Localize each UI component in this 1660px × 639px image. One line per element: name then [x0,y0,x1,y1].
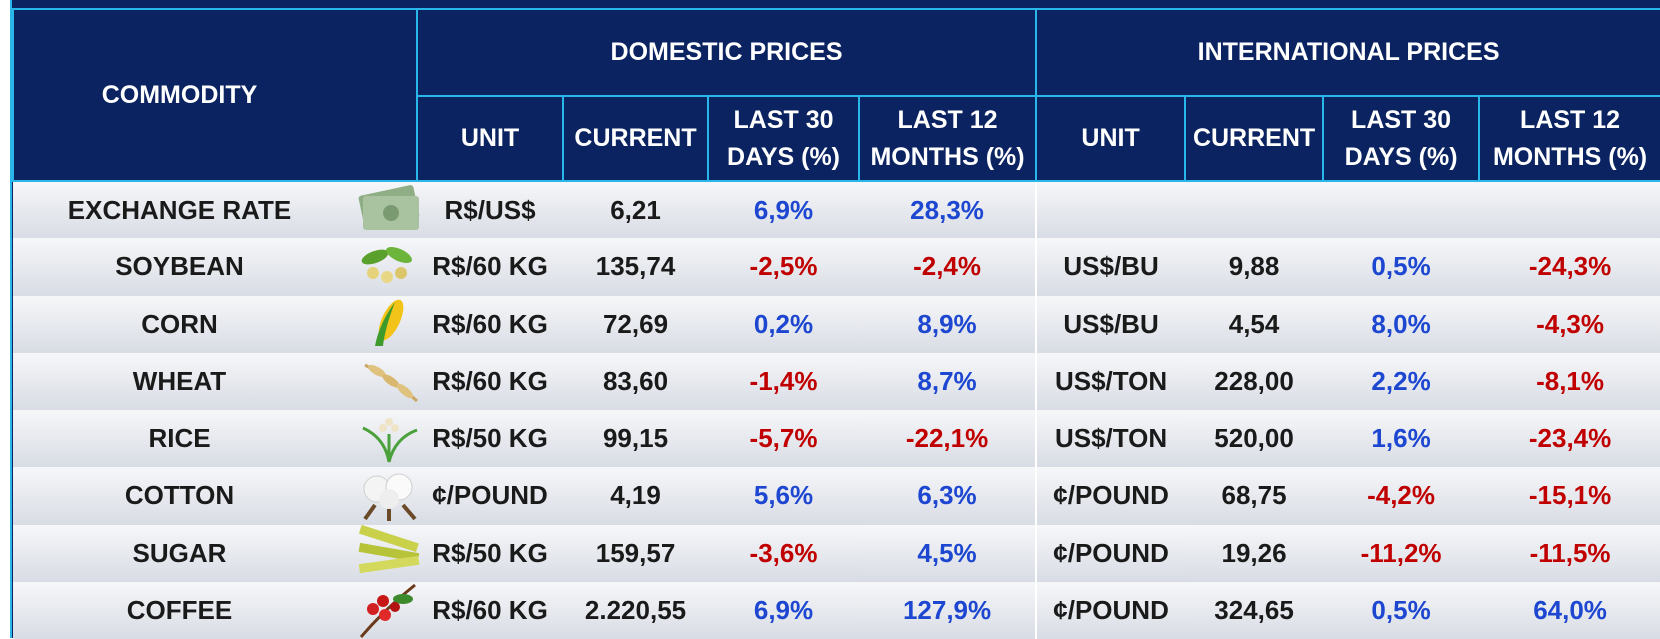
change-cell: 6,9% [708,181,859,238]
change-cell [1323,181,1479,238]
change-cell: -24,3% [1479,238,1660,295]
unit-cell: US$/TON [1036,410,1185,467]
change-cell: 2,2% [1323,353,1479,410]
commodity-name: RICE [13,410,346,467]
commodity-name: SOYBEAN [13,238,346,295]
column-header: UNIT [417,96,563,181]
price-cell: 324,65 [1185,582,1323,639]
column-header: UNIT [1036,96,1185,181]
price-cell: 68,75 [1185,467,1323,524]
change-cell: 0,5% [1323,582,1479,639]
price-table: COMMODITY DOMESTIC PRICES INTERNATIONAL … [12,8,1660,639]
unit-cell: ¢/POUND [1036,525,1185,582]
change-cell: 6,9% [708,582,859,639]
change-cell: -2,4% [859,238,1036,295]
price-cell: 4,19 [563,467,708,524]
change-cell: 127,9% [859,582,1036,639]
change-cell: -4,3% [1479,296,1660,353]
price-cell: 4,54 [1185,296,1323,353]
commodity-name: EXCHANGE RATE [13,181,346,238]
unit-cell: ¢/POUND [1036,467,1185,524]
change-cell: -11,5% [1479,525,1660,582]
price-cell: 83,60 [563,353,708,410]
price-board: COMMODITY DOMESTIC PRICES INTERNATIONAL … [10,0,1660,638]
price-cell: 19,26 [1185,525,1323,582]
price-cell: 9,88 [1185,238,1323,295]
change-cell: 8,7% [859,353,1036,410]
unit-cell: R$/60 KG [417,353,563,410]
change-cell: -15,1% [1479,467,1660,524]
change-cell: -8,1% [1479,353,1660,410]
change-cell: 4,5% [859,525,1036,582]
commodity-name: SUGAR [13,525,346,582]
unit-cell: R$/50 KG [417,525,563,582]
change-cell: 0,5% [1323,238,1479,295]
change-cell: 0,2% [708,296,859,353]
group-header: DOMESTIC PRICES [417,9,1036,96]
price-cell: 6,21 [563,181,708,238]
group-header: INTERNATIONAL PRICES [1036,9,1660,96]
commodity-name: COFFEE [13,582,346,639]
change-cell: 8,0% [1323,296,1479,353]
change-cell: 28,3% [859,181,1036,238]
unit-cell: US$/BU [1036,238,1185,295]
unit-cell: R$/US$ [417,181,563,238]
unit-cell: R$/60 KG [417,296,563,353]
change-cell: 64,0% [1479,582,1660,639]
unit-cell: US$/BU [1036,296,1185,353]
commodity-name: COTTON [13,467,346,524]
change-cell: -11,2% [1323,525,1479,582]
unit-cell: ¢/POUND [417,467,563,524]
price-cell: 520,00 [1185,410,1323,467]
change-cell: -23,4% [1479,410,1660,467]
change-cell: 5,6% [708,467,859,524]
unit-cell: US$/TON [1036,353,1185,410]
price-cell: 72,69 [563,296,708,353]
column-header: LAST 12 MONTHS (%) [1479,96,1660,181]
column-header: LAST 30 DAYS (%) [708,96,859,181]
unit-cell: R$/50 KG [417,410,563,467]
change-cell: 6,3% [859,467,1036,524]
change-cell: -22,1% [859,410,1036,467]
change-cell: -4,2% [1323,467,1479,524]
change-cell [1479,181,1660,238]
price-cell: 99,15 [563,410,708,467]
unit-cell: R$/60 KG [417,582,563,639]
unit-cell [1036,181,1185,238]
price-cell [1185,181,1323,238]
column-header: CURRENT [563,96,708,181]
page: COMMODITY DOMESTIC PRICES INTERNATIONAL … [0,0,1660,638]
unit-cell: ¢/POUND [1036,582,1185,639]
price-cell: 159,57 [563,525,708,582]
change-cell: -3,6% [708,525,859,582]
column-header: LAST 30 DAYS (%) [1323,96,1479,181]
price-cell: 135,74 [563,238,708,295]
change-cell: -2,5% [708,238,859,295]
column-header: CURRENT [1185,96,1323,181]
change-cell: 8,9% [859,296,1036,353]
column-header: LAST 12 MONTHS (%) [859,96,1036,181]
unit-cell: R$/60 KG [417,238,563,295]
commodity-name: WHEAT [13,353,346,410]
change-cell: -1,4% [708,353,859,410]
commodity-name: CORN [13,296,346,353]
price-cell: 2.220,55 [563,582,708,639]
commodity-icons [355,180,425,638]
price-cell: 228,00 [1185,353,1323,410]
commodity-header: COMMODITY [13,9,417,181]
change-cell: 1,6% [1323,410,1479,467]
change-cell: -5,7% [708,410,859,467]
